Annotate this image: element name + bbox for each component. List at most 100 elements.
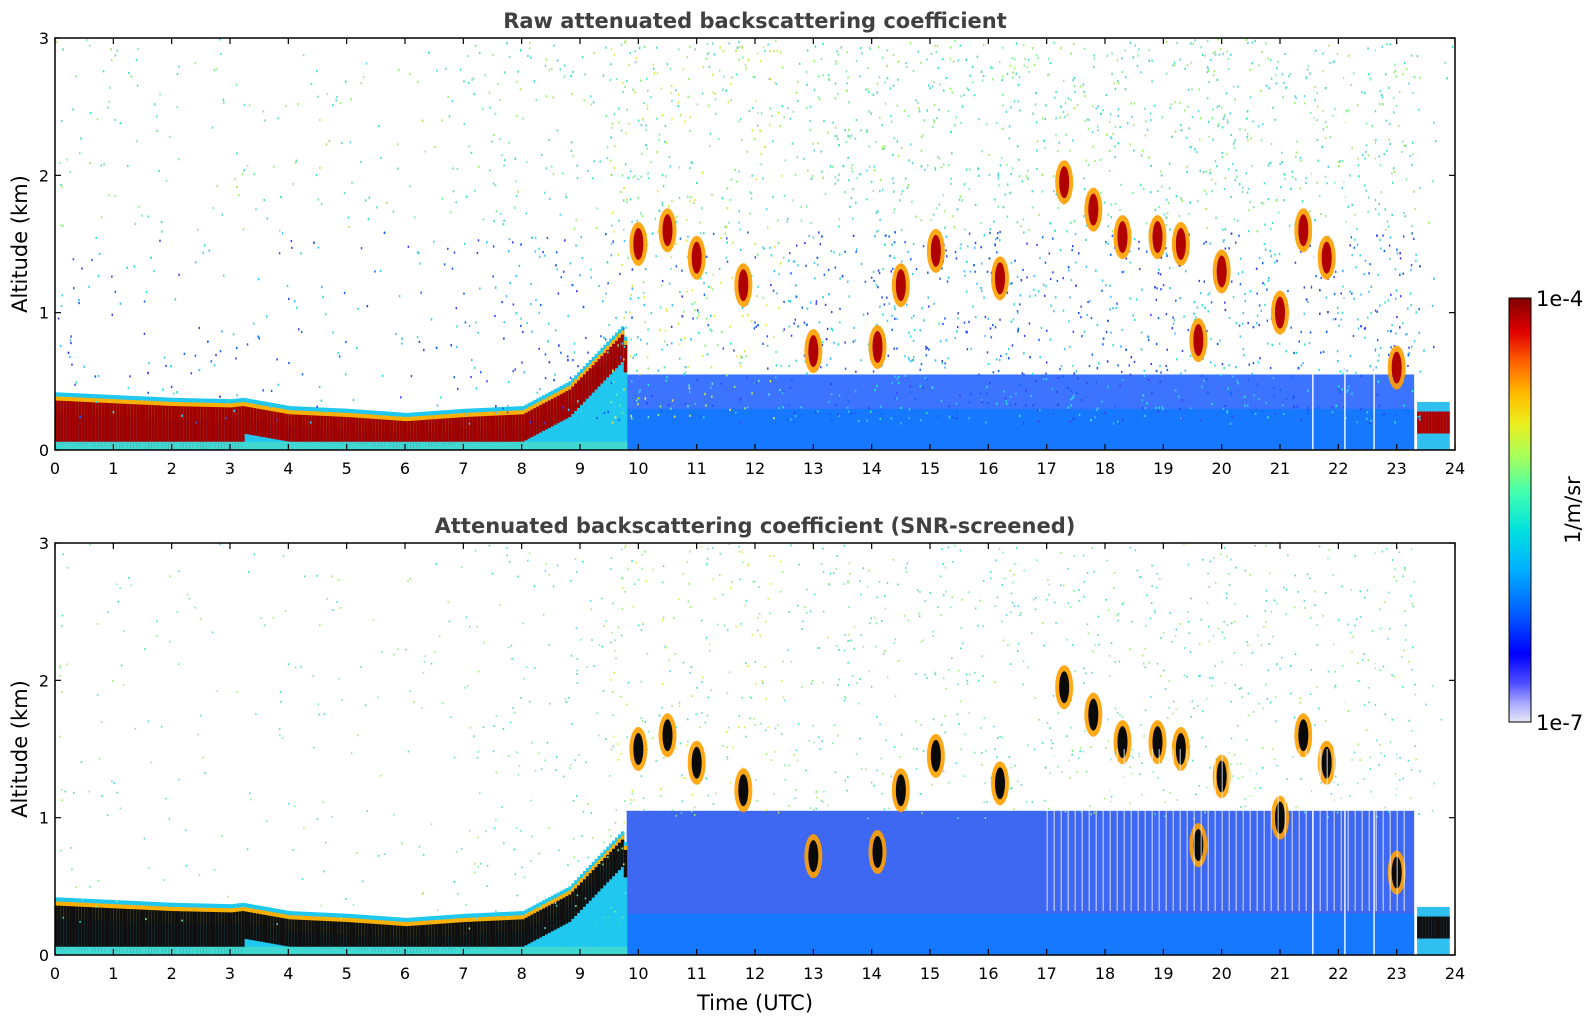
speckle bbox=[1186, 165, 1188, 168]
speckle bbox=[1129, 755, 1131, 757]
speckle bbox=[1110, 253, 1112, 256]
speckle bbox=[508, 238, 511, 241]
speckle bbox=[694, 806, 696, 809]
speckle bbox=[670, 255, 673, 259]
speckle bbox=[1023, 352, 1025, 355]
speckle bbox=[1173, 64, 1176, 67]
speckle bbox=[819, 98, 821, 101]
speckle bbox=[1378, 213, 1380, 216]
speckle bbox=[474, 366, 476, 369]
speckle bbox=[219, 543, 221, 546]
speckle bbox=[332, 104, 334, 107]
speckle bbox=[1112, 422, 1115, 425]
speckle bbox=[1207, 67, 1209, 70]
speckle bbox=[523, 677, 525, 680]
speckle bbox=[722, 744, 724, 747]
speckle bbox=[1055, 134, 1057, 137]
speckle bbox=[1138, 752, 1140, 755]
speckle bbox=[1399, 273, 1401, 277]
speckle bbox=[746, 150, 749, 153]
cloud-core bbox=[1175, 228, 1186, 260]
speckle bbox=[1377, 359, 1379, 362]
speckle bbox=[1413, 581, 1416, 583]
speckle bbox=[1017, 83, 1020, 86]
speckle bbox=[801, 306, 803, 309]
speckle bbox=[1387, 353, 1390, 356]
speckle bbox=[852, 234, 855, 238]
speckle bbox=[960, 748, 962, 751]
speckle bbox=[1053, 310, 1055, 313]
speckle bbox=[1093, 570, 1095, 573]
speckle bbox=[1154, 611, 1156, 614]
speckle bbox=[666, 646, 668, 649]
speckle bbox=[120, 664, 123, 667]
speckle bbox=[1211, 189, 1213, 193]
speckle bbox=[503, 337, 505, 340]
speckle bbox=[1070, 99, 1072, 102]
speckle bbox=[741, 356, 743, 359]
speckle bbox=[1096, 367, 1099, 370]
speckle bbox=[143, 837, 146, 840]
speckle bbox=[884, 594, 886, 597]
speckle bbox=[1220, 48, 1222, 51]
speckle bbox=[977, 167, 979, 170]
speckle bbox=[1317, 406, 1319, 409]
speckle bbox=[473, 92, 475, 96]
speckle bbox=[780, 364, 782, 368]
speckle bbox=[869, 622, 871, 625]
speckle bbox=[874, 616, 876, 619]
speckle bbox=[413, 700, 415, 703]
speckle bbox=[89, 111, 92, 115]
speckle bbox=[738, 170, 740, 173]
speckle bbox=[726, 226, 728, 229]
speckle bbox=[621, 263, 623, 266]
speckle bbox=[272, 165, 275, 168]
speckle bbox=[508, 55, 511, 59]
speckle bbox=[1162, 789, 1165, 791]
speckle bbox=[959, 247, 962, 250]
speckle bbox=[1282, 412, 1285, 416]
speckle bbox=[1207, 120, 1210, 123]
speckle bbox=[1214, 50, 1217, 54]
speckle bbox=[247, 571, 250, 574]
speckle bbox=[1366, 411, 1369, 414]
speckle bbox=[637, 119, 640, 122]
speckle bbox=[635, 399, 638, 402]
speckle bbox=[904, 374, 907, 378]
speckle bbox=[557, 292, 560, 295]
speckle bbox=[513, 206, 516, 209]
speckle bbox=[1247, 714, 1250, 717]
speckle bbox=[1387, 225, 1390, 228]
speckle bbox=[128, 71, 130, 75]
speckle bbox=[619, 272, 621, 276]
speckle bbox=[647, 383, 650, 387]
speckle bbox=[820, 366, 822, 369]
speckle bbox=[880, 757, 882, 760]
speckle bbox=[769, 583, 772, 585]
speckle bbox=[1026, 242, 1028, 245]
speckle bbox=[917, 101, 919, 104]
speckle bbox=[1256, 314, 1259, 317]
speckle bbox=[1147, 378, 1150, 382]
speckle bbox=[1275, 199, 1278, 202]
speckle bbox=[235, 83, 238, 86]
speckle bbox=[1190, 145, 1193, 148]
speckle bbox=[61, 624, 63, 627]
speckle bbox=[1411, 224, 1413, 228]
speckle bbox=[316, 69, 318, 73]
speckle bbox=[1271, 221, 1274, 225]
speckle bbox=[934, 671, 936, 674]
speckle bbox=[787, 107, 789, 110]
speckle bbox=[757, 124, 759, 127]
speckle bbox=[1201, 736, 1203, 739]
speckle bbox=[952, 60, 955, 63]
speckle bbox=[846, 89, 848, 92]
speckle bbox=[1226, 50, 1228, 53]
speckle bbox=[1284, 178, 1287, 181]
speckle bbox=[1097, 105, 1100, 108]
speckle bbox=[776, 292, 778, 295]
speckle bbox=[293, 300, 296, 303]
speckle bbox=[366, 810, 369, 812]
speckle bbox=[1233, 146, 1236, 150]
speckle bbox=[522, 117, 525, 120]
